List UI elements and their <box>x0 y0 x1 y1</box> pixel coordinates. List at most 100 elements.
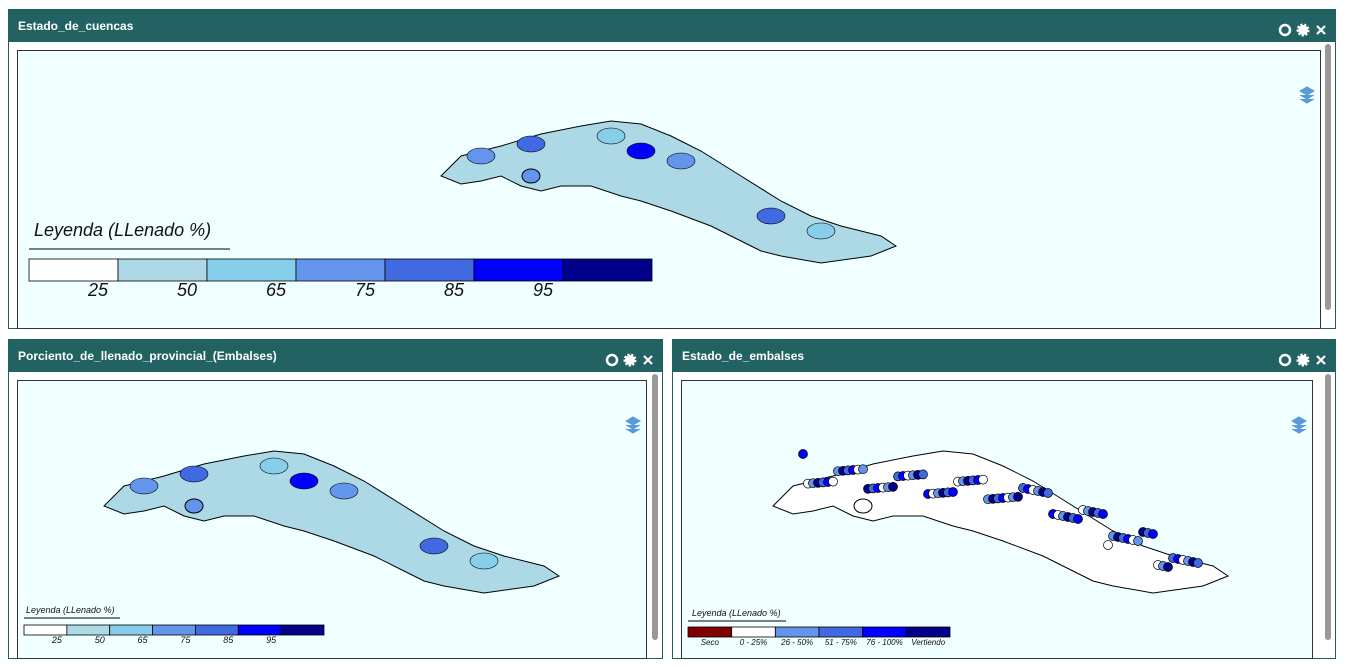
legend-title: Leyenda (LLenado %) <box>26 605 115 615</box>
layers-icon[interactable] <box>1298 86 1316 104</box>
panel: Estado_de_embalses Leyenda (LLenado %) Sec… <box>672 339 1336 659</box>
settings-icon[interactable] <box>623 353 637 367</box>
legend-swatch <box>905 626 951 638</box>
legend-swatch <box>152 624 196 636</box>
legend-title: Leyenda (LLenado %) <box>692 608 781 618</box>
reservoir-dot <box>858 464 868 475</box>
legend-label: 75 <box>355 280 376 300</box>
legend-swatch <box>473 258 564 282</box>
legend-swatch <box>66 624 111 636</box>
legend-swatch <box>206 258 297 282</box>
refresh-icon[interactable] <box>1278 353 1292 367</box>
isle-of-youth <box>521 168 541 184</box>
legend-swatch <box>818 626 864 638</box>
map: Leyenda (LLenado %) 25 50 65 75 85 95 <box>23 416 642 645</box>
action-icons <box>1278 23 1326 37</box>
panel-actions <box>1277 18 1327 50</box>
legend-label: 85 <box>444 280 465 300</box>
panel: Porciento_de_llenado_provincial_(Embalse… <box>8 339 663 659</box>
action-icons <box>1278 353 1326 367</box>
panel-title: Estado_de_cuencas <box>18 19 134 33</box>
panel: Estado_de_cuencas Leyenda (LLenado %) 25 50… <box>8 9 1336 329</box>
reservoir-dot <box>828 476 838 487</box>
reservoir-dot <box>1148 529 1158 539</box>
panel-actions <box>604 348 654 380</box>
legend-swatch <box>295 258 386 282</box>
panel-header: Estado_de_cuencas <box>9 10 1335 42</box>
legend-swatch <box>195 624 239 636</box>
legend-label: 25 <box>87 280 109 300</box>
legend-swatch <box>109 624 153 636</box>
reservoir-dot <box>978 474 988 485</box>
island-outline <box>103 450 561 594</box>
reservoir-dot <box>1043 488 1053 498</box>
region <box>469 552 499 570</box>
legend-label: 75 <box>180 635 191 645</box>
legend-label: 65 <box>266 280 287 300</box>
region <box>179 465 209 483</box>
region <box>626 142 656 160</box>
region <box>596 127 626 145</box>
close-icon[interactable] <box>643 355 653 365</box>
scrollbar <box>1325 374 1331 640</box>
legend-swatch <box>562 258 653 282</box>
settings-icon[interactable] <box>1296 353 1310 367</box>
legend-swatch <box>23 624 68 636</box>
legend-title: Leyenda (LLenado %) <box>34 220 211 240</box>
reservoir-dot <box>918 469 928 480</box>
legend-swatch <box>862 626 907 638</box>
legend-label: 95 <box>533 280 554 300</box>
layers-icon[interactable] <box>624 416 642 434</box>
region <box>466 147 496 165</box>
panel-title: Estado_de_embalses <box>682 349 805 363</box>
legend-label: 50 <box>177 280 197 300</box>
reservoir-dot <box>1193 558 1203 568</box>
scrollbar <box>652 374 658 640</box>
legend-swatch <box>280 624 325 636</box>
reservoir-dot <box>1133 536 1143 546</box>
legend-label: Vertiendo <box>911 638 946 647</box>
legend-swatch <box>28 258 119 282</box>
legend-swatch <box>117 258 208 282</box>
legend-swatch <box>237 624 282 636</box>
region <box>419 537 449 555</box>
legend-label: Seco <box>701 638 720 647</box>
panel-header: Porciento_de_llenado_provincial_(Embalse… <box>9 340 662 372</box>
island-outline <box>440 120 898 264</box>
reservoir-dot <box>888 481 898 492</box>
legend-label: 95 <box>266 635 277 645</box>
legend-label: 65 <box>138 635 149 645</box>
region <box>666 152 696 170</box>
settings-icon[interactable] <box>1296 23 1310 37</box>
scrollbar <box>1325 44 1331 310</box>
layers-icon[interactable] <box>1290 416 1308 434</box>
region <box>289 472 319 490</box>
region <box>756 207 786 225</box>
refresh-icon[interactable] <box>1278 23 1292 37</box>
map-frame: Leyenda (LLenado %) 25 50 65 75 85 95 <box>17 50 1321 329</box>
legend-label: 51 - 75% <box>825 638 857 647</box>
close-icon[interactable] <box>1316 25 1326 35</box>
legend-swatch <box>687 626 733 638</box>
legend-swatch <box>384 258 475 282</box>
map: Leyenda (LLenado %) 25 50 65 75 85 95 <box>28 86 1316 300</box>
region <box>516 135 546 153</box>
region <box>329 482 359 500</box>
legend-label: 85 <box>223 635 234 645</box>
legend-swatch <box>774 626 820 638</box>
refresh-icon[interactable] <box>605 353 619 367</box>
map-frame: Leyenda (LLenado %) Seco 0 - 25% 26 - 50% 51… <box>681 380 1313 659</box>
region <box>129 477 159 495</box>
region <box>806 222 836 240</box>
legend-label: 26 - 50% <box>780 638 813 647</box>
panel-title: Porciento_de_llenado_provincial_(Embalse… <box>18 349 277 363</box>
map-frame: Leyenda (LLenado %) 25 50 65 75 85 95 <box>17 380 647 659</box>
legend-label: 76 - 100% <box>866 638 902 647</box>
reservoir-dot <box>798 449 808 459</box>
isle-of-youth <box>853 498 873 514</box>
close-icon[interactable] <box>1316 355 1326 365</box>
reservoir-dot <box>1103 540 1113 550</box>
legend-swatch <box>731 626 776 638</box>
legend-label: 0 - 25% <box>740 638 768 647</box>
